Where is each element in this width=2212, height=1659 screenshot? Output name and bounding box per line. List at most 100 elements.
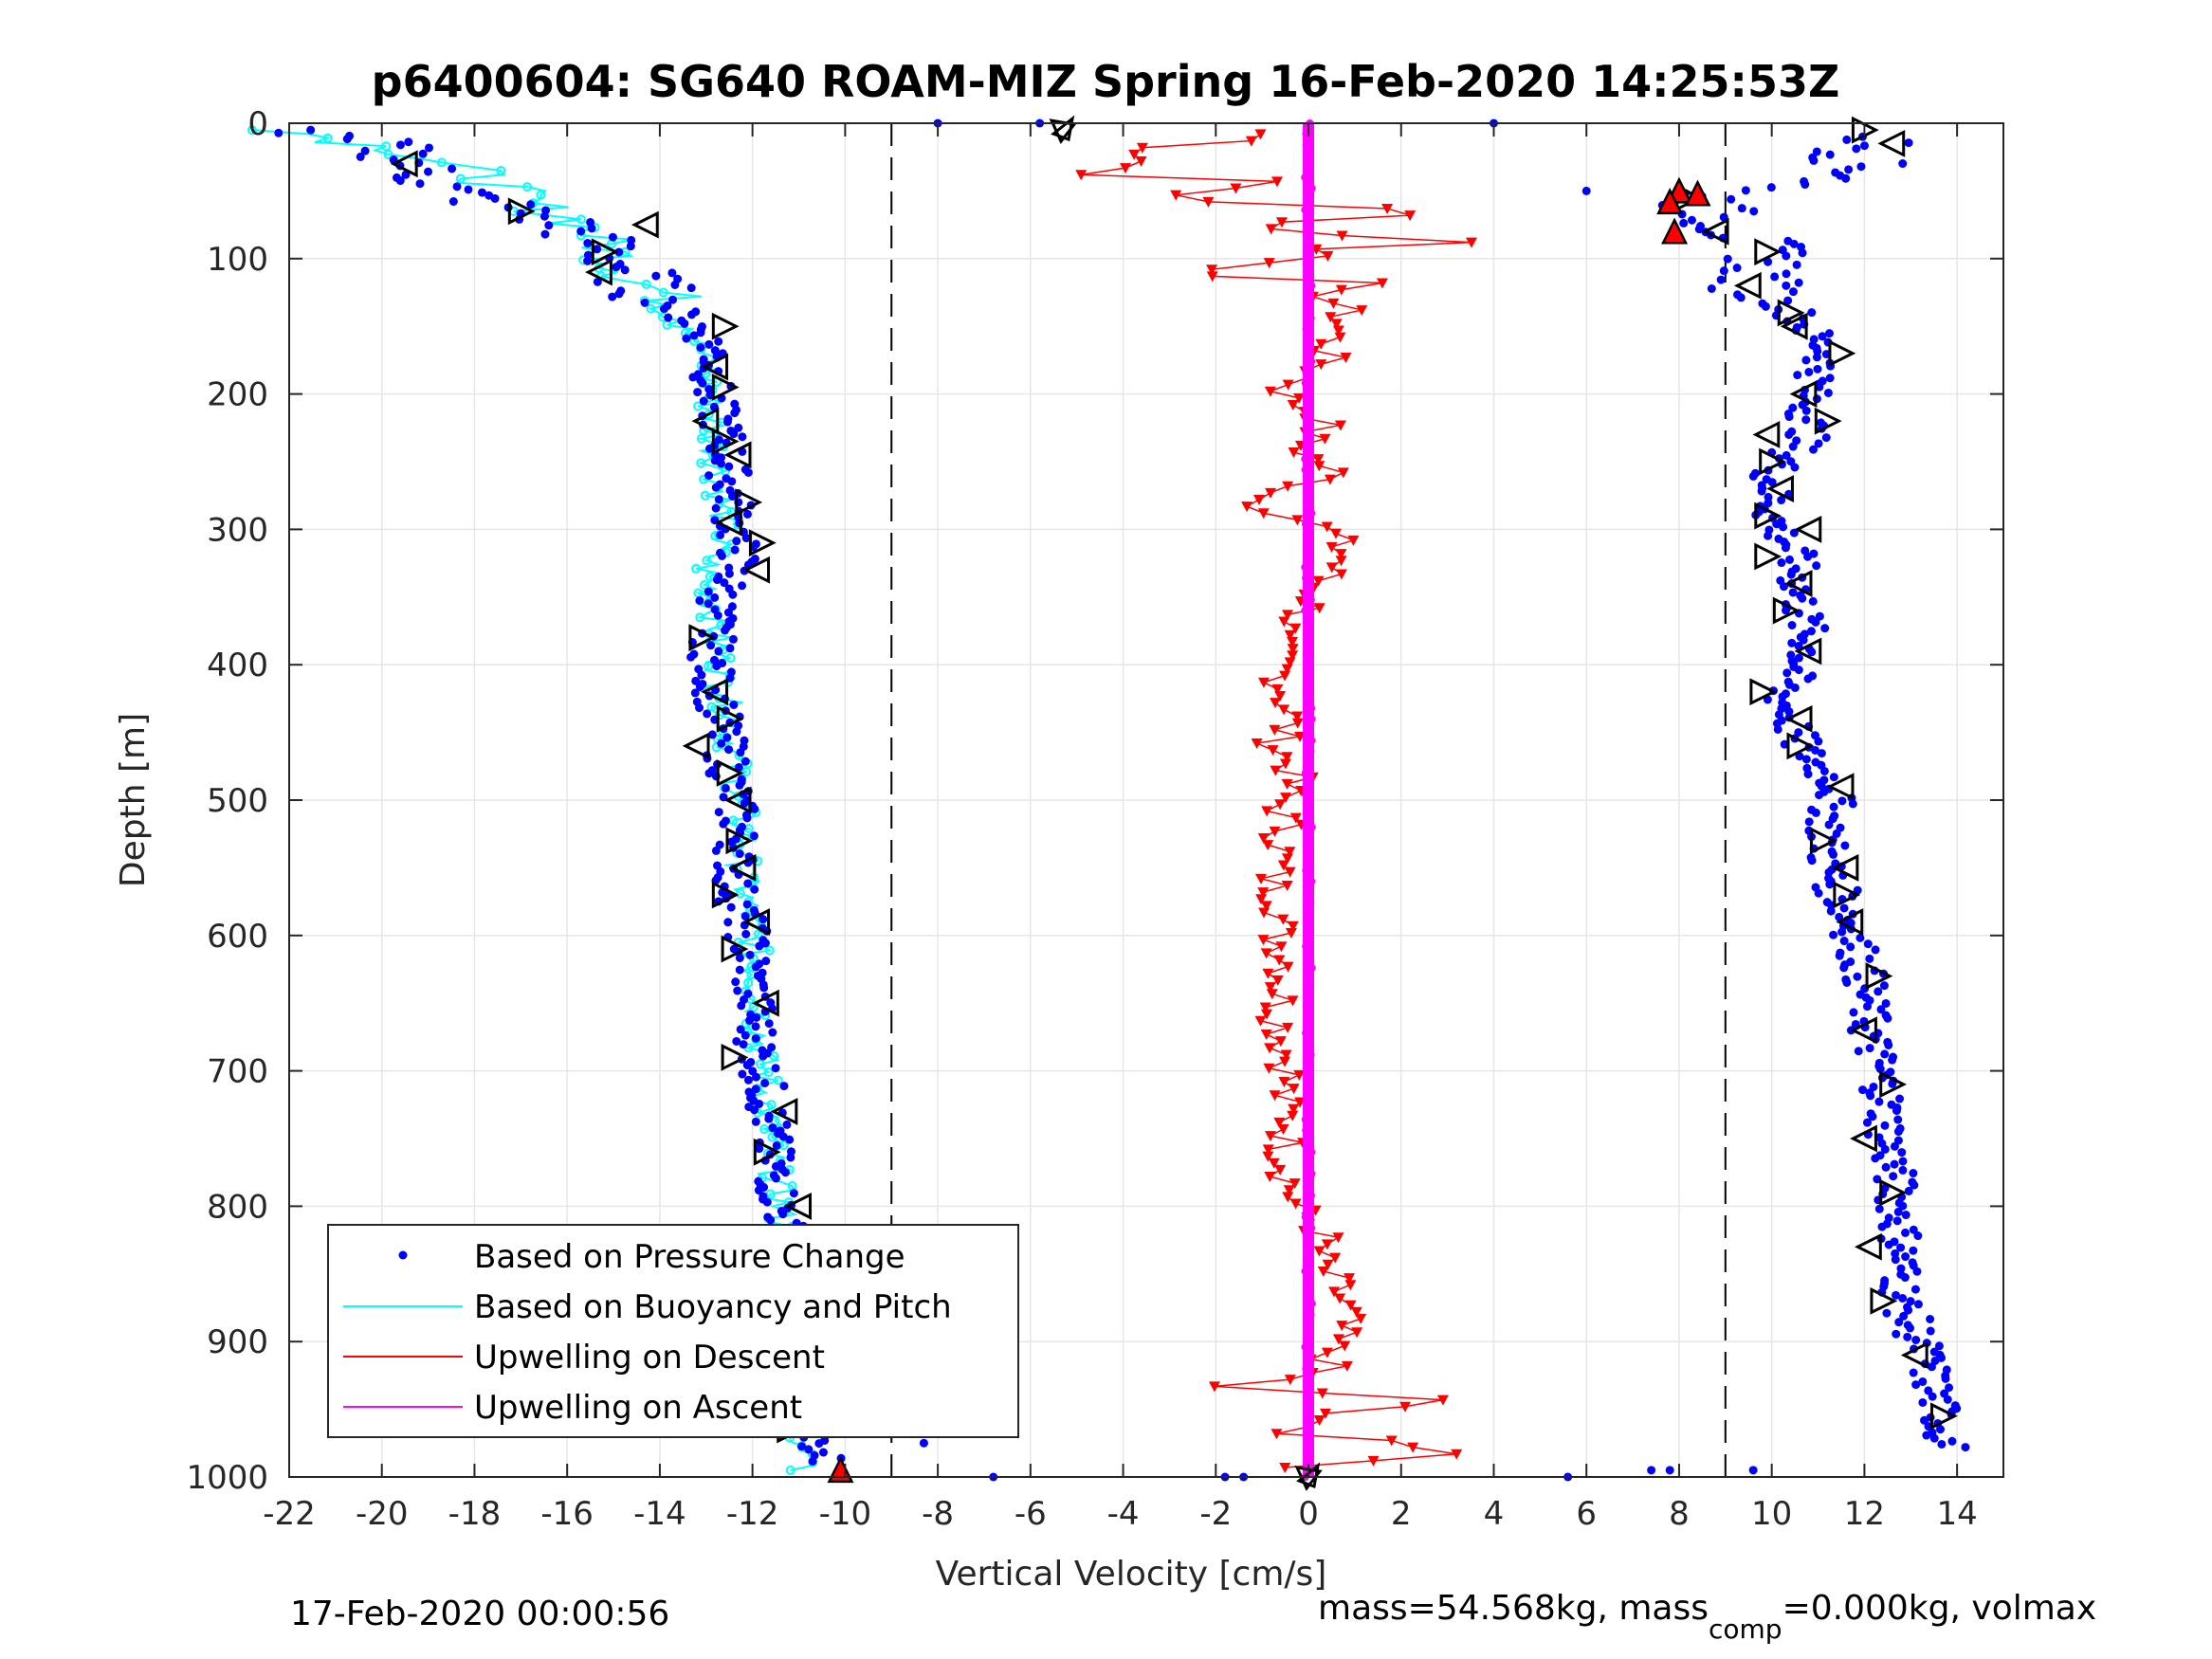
descent-upwelling-marker [1264,386,1276,397]
descent-triangle-marker [507,197,536,226]
ascent-upwelling-marker [1307,357,1316,366]
descent-upwelling-marker [1351,1327,1363,1339]
pressure-change-point [735,954,744,963]
pressure-change-point [1892,1216,1902,1226]
pressure-change-point [1883,1013,1892,1023]
pressure-change-point [593,245,602,254]
pressure-change-point [1904,138,1913,148]
pressure-change-point [1798,248,1807,258]
pressure-change-point [1871,945,1880,955]
ascent-upwelling-marker [1304,1202,1312,1211]
descent-upwelling-marker [1282,961,1294,973]
pressure-change-point [734,423,743,432]
pressure-change-point [751,1085,760,1094]
red-triangle-marker [1661,217,1689,245]
descent-upwelling-marker [1316,1388,1328,1399]
descent-upwelling-marker [1319,433,1331,445]
descent-upwelling-marker [1283,1185,1295,1196]
pressure-change-point [1911,1380,1921,1390]
pressure-change-point [740,1030,750,1040]
pressure-change-point [726,902,736,912]
ascent-triangle-marker [1850,1016,1877,1045]
pressure-change-outlier [919,1438,928,1448]
pressure-change-point [1884,1040,1893,1049]
ascent-upwelling-marker [1307,1050,1315,1059]
pressure-change-point [1794,665,1803,675]
pressure-change-point [1809,155,1819,165]
pressure-change-point [714,808,723,817]
pressure-change-point [719,819,728,829]
pressure-change-point [1782,450,1791,460]
pressure-change-point [710,592,720,602]
pressure-change-point [696,342,705,352]
descent-upwelling-marker [1340,353,1352,364]
pressure-change-point [1782,281,1791,290]
ascent-triangle-marker [1752,421,1781,448]
pressure-change-point [415,179,425,189]
footer-mass-info: mass=54.568kg, masscomp=0.000kg, volmax [1318,1589,2096,1645]
descent-upwelling-marker [1278,616,1290,628]
pressure-change-point [755,1144,764,1154]
descent-upwelling-marker [1257,508,1270,520]
descent-triangle-marker [728,853,757,882]
ascent-upwelling-marker [1307,737,1316,745]
descent-upwelling-marker [1253,494,1266,505]
ascent-upwelling-marker [1301,173,1309,182]
ascent-upwelling-marker [1303,985,1311,994]
pressure-change-point [620,265,630,275]
legend-box [327,1224,1019,1438]
pressure-change-point [761,957,771,966]
pressure-change-point [1819,766,1829,775]
pressure-change-point [1803,674,1813,684]
y-axis-label: Depth [m] [114,713,153,887]
pressure-change-point [1801,415,1811,425]
ascent-upwelling-marker [1302,1256,1310,1265]
descent-upwelling-marker [1315,338,1327,350]
ascent-upwelling-marker [1301,520,1309,528]
ascent-upwelling-marker [1307,703,1316,712]
ascent-upwelling-marker [1302,541,1310,550]
ascent-triangle-marker [1794,637,1822,665]
pressure-change-point [1719,212,1728,222]
pressure-change-point [1875,1065,1885,1074]
descent-upwelling-marker [1287,400,1299,411]
pressure-change-point [1910,1180,1919,1190]
ascent-triangle-marker [1777,299,1805,327]
descent-triangle-marker [742,908,771,936]
descent-upwelling-marker [1284,866,1296,878]
descent-upwelling-marker [1278,704,1290,716]
ascent-triangle-marker [1754,238,1782,266]
ascent-upwelling-marker [1303,1234,1311,1243]
pressure-change-outlier [1581,186,1591,195]
pressure-change-point [704,587,713,596]
pressure-change-point [1918,1397,1928,1407]
pressure-change-point [1868,1112,1877,1121]
descent-upwelling-marker [1376,278,1388,289]
pressure-change-point [695,683,704,692]
footer-mass-subscript: comp [1709,1613,1782,1645]
ascent-upwelling-marker [1303,639,1311,647]
x-tick-label: -2 [1199,1495,1232,1533]
pressure-change-point [759,1051,768,1061]
descent-upwelling-marker [1344,1273,1356,1285]
ascent-upwelling-marker [1304,531,1312,539]
pressure-change-point [1790,683,1800,692]
descent-upwelling-marker [1325,562,1338,574]
descent-upwelling-marker [1289,1178,1301,1190]
pressure-change-point [1764,531,1773,540]
ascent-upwelling-marker [1305,812,1313,821]
ascent-upwelling-marker [1306,260,1314,268]
pressure-change-point [626,242,635,251]
buoyancy-pitch-marker [691,563,702,574]
descent-upwelling-marker [1293,392,1306,404]
ascent-upwelling-marker [1305,1332,1313,1340]
chart-title: p6400604: SG640 ROAM-MIZ Spring 16-Feb-2… [372,56,1840,107]
pressure-change-point [1807,647,1817,657]
pressure-change-point [1820,624,1830,633]
pressure-change-point [1825,150,1835,159]
pressure-change-point [1892,1329,1901,1339]
descent-triangle-marker [721,1043,749,1071]
pressure-change-point [1811,745,1820,755]
pressure-change-outlier [1647,1466,1656,1475]
descent-upwelling-marker [1344,1280,1357,1291]
